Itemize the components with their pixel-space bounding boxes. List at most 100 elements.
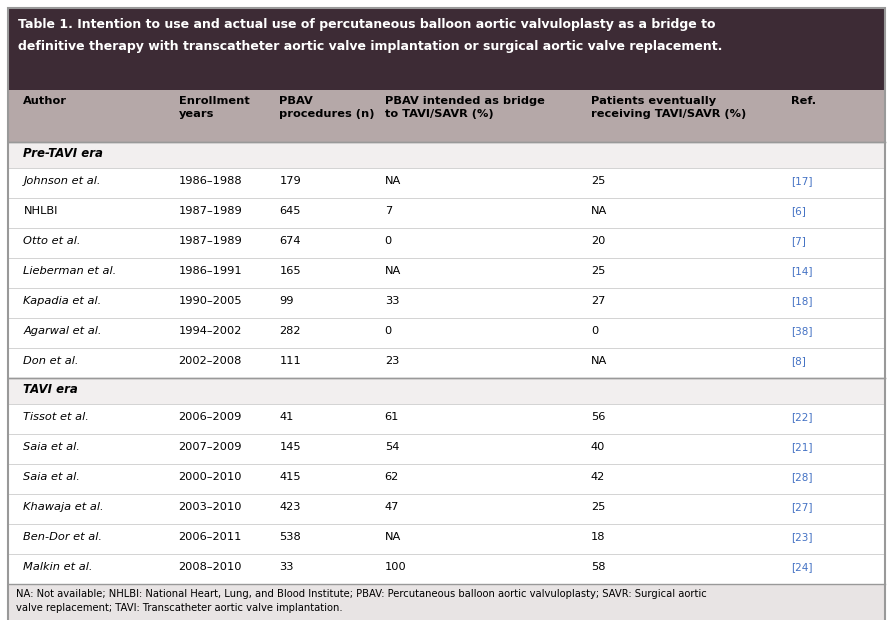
Text: 538: 538 (280, 532, 301, 542)
Text: 2003–2010: 2003–2010 (179, 502, 242, 512)
Bar (8, 168, 885, 198)
Bar (8, 464, 885, 494)
Text: 7: 7 (385, 206, 392, 216)
Text: 25: 25 (591, 502, 605, 512)
Text: 2006–2009: 2006–2009 (179, 412, 242, 422)
Text: years: years (179, 109, 214, 119)
Text: 1994–2002: 1994–2002 (179, 326, 242, 336)
Text: [18]: [18] (791, 296, 813, 306)
Text: 62: 62 (385, 472, 399, 482)
Text: [21]: [21] (791, 442, 813, 452)
Text: Pre-TAVI era: Pre-TAVI era (23, 147, 104, 160)
Text: Malkin et al.: Malkin et al. (23, 562, 93, 572)
Text: 20: 20 (591, 236, 605, 246)
Text: 2008–2010: 2008–2010 (179, 562, 242, 572)
Bar (8, 198, 885, 228)
Text: 18: 18 (591, 532, 605, 542)
Text: 145: 145 (280, 442, 301, 452)
Text: [38]: [38] (791, 326, 813, 336)
Text: 61: 61 (385, 412, 399, 422)
Text: [23]: [23] (791, 532, 813, 542)
Text: [24]: [24] (791, 562, 813, 572)
Bar (8, 378, 885, 404)
Text: NA: NA (385, 266, 401, 276)
Text: Johnson et al.: Johnson et al. (23, 176, 101, 186)
Text: 423: 423 (280, 502, 301, 512)
Text: 165: 165 (280, 266, 301, 276)
Text: PBAV: PBAV (280, 96, 313, 106)
Text: PBAV intended as bridge: PBAV intended as bridge (385, 96, 545, 106)
Text: Don et al.: Don et al. (23, 356, 79, 366)
Text: 1990–2005: 1990–2005 (179, 296, 242, 306)
Text: procedures (n): procedures (n) (280, 109, 375, 119)
Bar (8, 142, 885, 168)
Text: 0: 0 (591, 326, 598, 336)
Text: 0: 0 (385, 236, 392, 246)
Text: 1987–1989: 1987–1989 (179, 236, 242, 246)
Bar (8, 288, 885, 318)
Text: 40: 40 (591, 442, 605, 452)
Text: [28]: [28] (791, 472, 813, 482)
Text: 27: 27 (591, 296, 605, 306)
Text: 179: 179 (280, 176, 301, 186)
Bar (8, 258, 885, 288)
Text: [7]: [7] (791, 236, 805, 246)
Bar (8, 90, 885, 142)
Text: Tissot et al.: Tissot et al. (23, 412, 89, 422)
Bar (8, 494, 885, 524)
Bar (8, 404, 885, 434)
Text: 2007–2009: 2007–2009 (179, 442, 242, 452)
Text: 674: 674 (280, 236, 301, 246)
Text: 54: 54 (385, 442, 399, 452)
Text: [14]: [14] (791, 266, 813, 276)
Text: Otto et al.: Otto et al. (23, 236, 81, 246)
Text: Saia et al.: Saia et al. (23, 472, 80, 482)
Text: 282: 282 (280, 326, 301, 336)
Text: 2002–2008: 2002–2008 (179, 356, 242, 366)
Text: 58: 58 (591, 562, 605, 572)
Text: Saia et al.: Saia et al. (23, 442, 80, 452)
Text: 1986–1991: 1986–1991 (179, 266, 242, 276)
Text: 2006–2011: 2006–2011 (179, 532, 242, 542)
Text: 33: 33 (280, 562, 294, 572)
Text: Enrollment: Enrollment (179, 96, 249, 106)
Text: Patients eventually: Patients eventually (591, 96, 716, 106)
Text: 33: 33 (385, 296, 399, 306)
Text: Author: Author (23, 96, 67, 106)
Text: [17]: [17] (791, 176, 813, 186)
Text: 645: 645 (280, 206, 301, 216)
Text: NA: Not available; NHLBI: National Heart, Lung, and Blood Institute; PBAV: Percu: NA: Not available; NHLBI: National Heart… (16, 589, 706, 599)
Bar (8, 524, 885, 554)
Text: NA: NA (591, 206, 607, 216)
Text: [8]: [8] (791, 356, 805, 366)
Text: Ref.: Ref. (791, 96, 816, 106)
Text: 23: 23 (385, 356, 399, 366)
Text: 25: 25 (591, 266, 605, 276)
Text: [6]: [6] (791, 206, 805, 216)
Bar (8, 554, 885, 584)
Text: definitive therapy with transcatheter aortic valve implantation or surgical aort: definitive therapy with transcatheter ao… (18, 40, 722, 53)
Text: Lieberman et al.: Lieberman et al. (23, 266, 117, 276)
Text: 1986–1988: 1986–1988 (179, 176, 242, 186)
Text: 0: 0 (385, 326, 392, 336)
Text: Kapadia et al.: Kapadia et al. (23, 296, 102, 306)
Text: 99: 99 (280, 296, 294, 306)
Text: 1987–1989: 1987–1989 (179, 206, 242, 216)
Text: Agarwal et al.: Agarwal et al. (23, 326, 102, 336)
Text: 111: 111 (280, 356, 301, 366)
Text: 56: 56 (591, 412, 605, 422)
Bar (8, 8, 885, 90)
Text: receiving TAVI/SAVR (%): receiving TAVI/SAVR (%) (591, 109, 746, 119)
Text: 41: 41 (280, 412, 294, 422)
Text: Ben-Dor et al.: Ben-Dor et al. (23, 532, 103, 542)
Bar (8, 228, 885, 258)
Text: [22]: [22] (791, 412, 813, 422)
Bar (8, 584, 885, 620)
Text: NA: NA (385, 532, 401, 542)
Text: 100: 100 (385, 562, 406, 572)
Text: TAVI era: TAVI era (23, 383, 79, 396)
Bar (8, 318, 885, 348)
Text: NA: NA (385, 176, 401, 186)
Text: valve replacement; TAVI: Transcatheter aortic valve implantation.: valve replacement; TAVI: Transcatheter a… (16, 603, 343, 613)
Text: 47: 47 (385, 502, 399, 512)
